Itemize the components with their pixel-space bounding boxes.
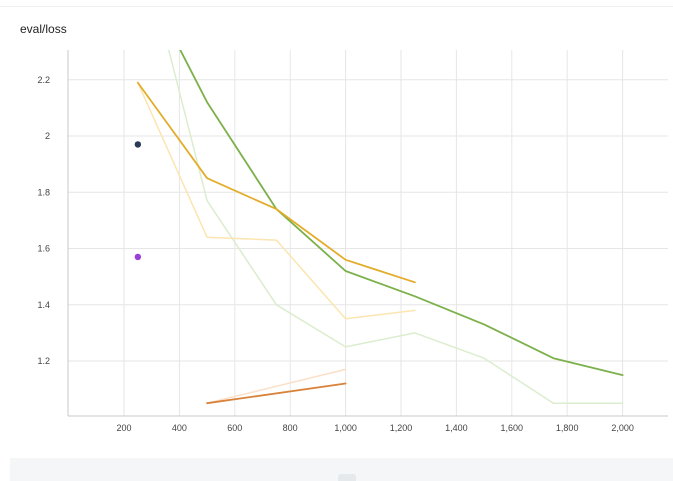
data-points	[134, 141, 142, 261]
x-tick-label: 2,000	[611, 423, 634, 433]
series-line-3	[206, 368, 347, 404]
top-divider	[0, 6, 673, 7]
chart-title: eval/loss	[20, 22, 67, 36]
y-tick-label: 2.2	[37, 75, 50, 85]
x-tick-label: 1,200	[390, 423, 413, 433]
y-tick-label: 1.4	[37, 300, 50, 310]
series-line-2	[137, 81, 416, 320]
axes: 200 400 600 800 1,000 1,200 1,400 1,600 1,800 2,0…	[37, 50, 668, 433]
y-tick-label: 1.6	[37, 244, 50, 254]
series-line-1	[167, 50, 624, 404]
y-tick-label: 1.8	[37, 187, 50, 197]
x-tick-label: 1,800	[556, 423, 579, 433]
y-tick-label: 1.2	[37, 356, 50, 366]
series-lines	[136, 50, 624, 405]
expand-handle[interactable]	[338, 474, 356, 481]
series-line-4	[179, 50, 624, 377]
x-tick-label: 1,400	[445, 423, 468, 433]
x-tick-label: 400	[172, 423, 187, 433]
gridlines	[68, 50, 668, 416]
series-line-6	[206, 382, 347, 405]
chart-footer-bar	[10, 458, 673, 481]
data-point-1	[134, 141, 142, 148]
y-tick-label: 2	[45, 131, 50, 141]
series-line-5	[136, 81, 416, 284]
x-tick-label: 1,600	[501, 423, 524, 433]
data-point-2	[134, 253, 142, 261]
x-tick-label: 1,000	[334, 423, 357, 433]
x-tick-label: 200	[116, 423, 131, 433]
x-tick-label: 800	[283, 423, 298, 433]
x-tick-label: 600	[227, 423, 242, 433]
